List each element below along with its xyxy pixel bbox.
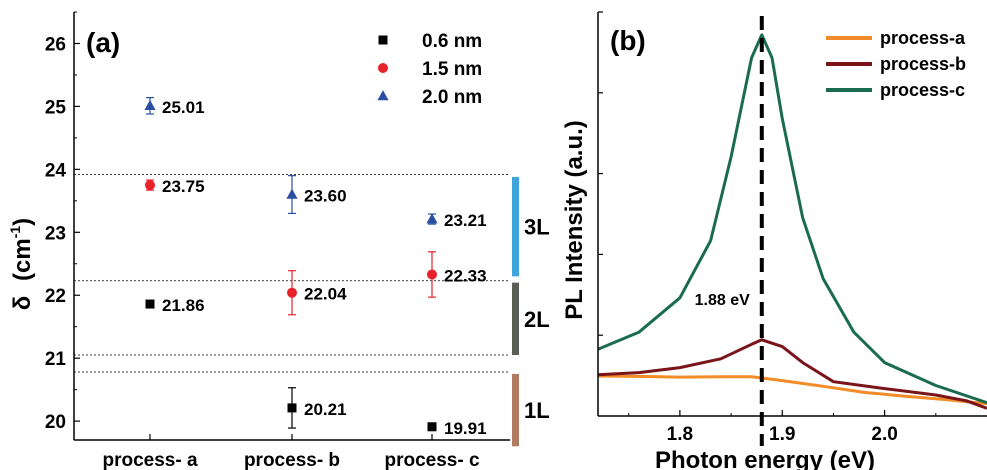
panel-b: 1.88 eV 1.8 1.9 2.0 (b) Photon energy (eV)… (561, 11, 987, 470)
panel-label-b: (b) (610, 25, 646, 56)
legend-label: 1.5 nm (422, 59, 482, 80)
legend-label: process-a (880, 28, 966, 48)
y-axis-label-unit: (cm (9, 238, 36, 281)
y-tick-label: 22 (45, 286, 66, 307)
layer-band-1L (512, 373, 519, 447)
layer-band-2L (512, 282, 519, 356)
y-axis-label-close: ) (9, 218, 36, 226)
x-tick-label: process- b (244, 450, 340, 470)
y-tick-label: 25 (45, 97, 67, 118)
x-tick-label: 2.0 (871, 424, 897, 445)
data-label: 19.91 (444, 419, 487, 438)
spectrum-line-process-b (597, 338, 987, 410)
legend-marker-triangle (377, 90, 389, 101)
spectra (597, 33, 987, 410)
x-tick-label: process- a (102, 450, 197, 470)
legend-marker-square (378, 35, 388, 45)
panel-a: 3L 2L 1L 21.86 20.21 19.91 23.75 22.04 22.33 25.… (7, 11, 550, 470)
data-point-triangle (286, 188, 298, 199)
data-label: 23.75 (162, 177, 205, 196)
data-point-square (145, 299, 155, 309)
spectrum-line-process-c (597, 33, 987, 405)
layer-bands: 3L 2L 1L (512, 176, 550, 447)
svg-text:δ (cm-1): δ (cm-1) (7, 218, 36, 310)
legend-a: 0.6 nm 1.5 nm 2.0 nm (377, 31, 482, 108)
data-point-circle (287, 287, 297, 298)
y-axis-label-exponent: -1 (7, 226, 23, 239)
data-point-circle (427, 269, 437, 280)
peak-label: 1.88 eV (695, 292, 750, 309)
x-axis-label-b: Photon energy (eV) (655, 447, 875, 470)
spectrum-line-process-a (597, 374, 987, 406)
axes: 1.8 1.9 2.0 (597, 11, 987, 445)
y-axis-label-a: δ (cm-1) (7, 218, 36, 310)
y-axis-label-symbol: δ (9, 296, 36, 311)
data-point-triangle (144, 99, 156, 111)
y-tick-label: 26 (45, 34, 66, 55)
data-label: 23.60 (304, 187, 347, 206)
peak-marker: 1.88 eV (695, 16, 764, 446)
x-tick-label: 1.8 (667, 424, 693, 445)
legend-marker-circle (378, 63, 388, 73)
data-point-square (287, 403, 297, 413)
layer-band-3L (512, 176, 519, 277)
layer-band-label: 3L (524, 215, 550, 240)
y-tick-label: 20 (45, 412, 66, 433)
data-point-circle (145, 180, 155, 191)
x-tick-label: 1.9 (769, 424, 795, 445)
reference-lines (74, 173, 508, 373)
x-tick-label: process- c (384, 450, 479, 470)
data-label: 20.21 (304, 400, 347, 419)
data-label: 25.01 (162, 98, 205, 117)
axes: 20 21 22 23 24 25 26 process- a process- b proces… (45, 11, 510, 470)
layer-band-label: 2L (524, 307, 550, 332)
data-label: 21.86 (162, 296, 205, 315)
legend-label: process-c (880, 80, 965, 100)
panel-label-a: (a) (86, 27, 120, 58)
legend-b: process-a process-b process-c (826, 28, 966, 100)
data-point-square (427, 422, 437, 432)
legend-label: 0.6 nm (422, 31, 482, 52)
data-points: 21.86 20.21 19.91 23.75 22.04 22.33 25.01 23.60… (144, 96, 487, 438)
data-label: 23.21 (444, 211, 487, 230)
layer-band-label: 1L (524, 398, 550, 423)
legend-label: process-b (880, 54, 966, 74)
y-axis-label-b: PL Intensity (a.u.) (561, 120, 588, 320)
y-tick-label: 24 (45, 160, 67, 181)
y-tick-label: 21 (45, 349, 67, 370)
data-label: 22.04 (304, 285, 347, 304)
data-point-triangle (426, 213, 438, 224)
legend-label: 2.0 nm (422, 87, 482, 108)
data-label: 22.33 (444, 266, 487, 285)
y-tick-label: 23 (45, 223, 66, 244)
